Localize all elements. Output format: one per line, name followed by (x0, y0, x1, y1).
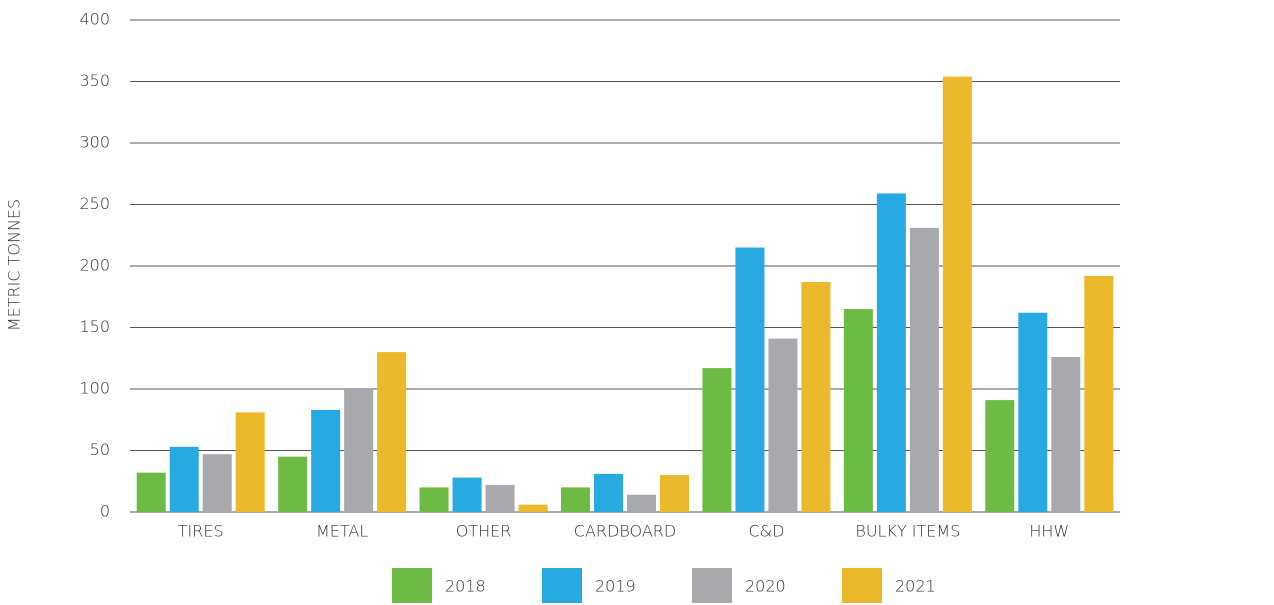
bar (1084, 275, 1114, 512)
legend-swatch (692, 568, 732, 603)
bar (202, 454, 232, 512)
x-tick-label: METAL (316, 522, 368, 541)
x-tick-label: CARDBOARD (574, 522, 676, 541)
y-tick-label: 300 (79, 133, 110, 152)
x-tick-label: HHW (1029, 522, 1069, 541)
bar (452, 477, 482, 512)
y-tick-label: 50 (90, 440, 110, 459)
x-tick-label: TIRES (178, 522, 224, 541)
y-tick-label: 250 (79, 194, 110, 213)
bar (1018, 312, 1048, 512)
legend-label: 2019 (595, 577, 636, 596)
bar (876, 193, 906, 512)
bar (485, 484, 515, 512)
legend-label: 2021 (895, 577, 936, 596)
y-axis-label: METRIC TONNES (5, 199, 24, 331)
y-tick-label: 150 (79, 317, 110, 336)
bar (985, 400, 1015, 512)
legend-swatch (842, 568, 882, 603)
legend-swatch (392, 568, 432, 603)
bar (909, 227, 939, 512)
legend-swatch (542, 568, 582, 603)
bar (801, 281, 831, 512)
bar (419, 487, 449, 512)
bar (377, 352, 407, 512)
bar (702, 368, 732, 512)
bar (278, 456, 308, 512)
bar (768, 338, 798, 512)
x-tick-label: C&D (748, 522, 784, 541)
bar (843, 309, 873, 512)
y-tick-label: 350 (79, 71, 110, 90)
y-tick-label: 0 (100, 502, 110, 521)
bar (1051, 357, 1081, 512)
bar (594, 473, 623, 512)
legend-label: 2018 (445, 577, 486, 596)
y-tick-label: 100 (79, 379, 110, 398)
bar (660, 475, 689, 512)
bar (311, 409, 341, 512)
bar (235, 412, 265, 512)
bar (561, 487, 590, 512)
bar (344, 389, 374, 512)
bar (627, 494, 656, 512)
y-tick-label: 400 (79, 10, 110, 29)
x-tick-label: OTHER (456, 522, 512, 541)
legend-label: 2020 (745, 577, 786, 596)
bar (136, 472, 166, 512)
bar (735, 247, 765, 513)
bar (169, 446, 199, 512)
x-tick-label: BULKY ITEMS (855, 522, 960, 541)
y-tick-label: 200 (79, 256, 110, 275)
bar (518, 504, 548, 512)
bar (942, 76, 972, 512)
